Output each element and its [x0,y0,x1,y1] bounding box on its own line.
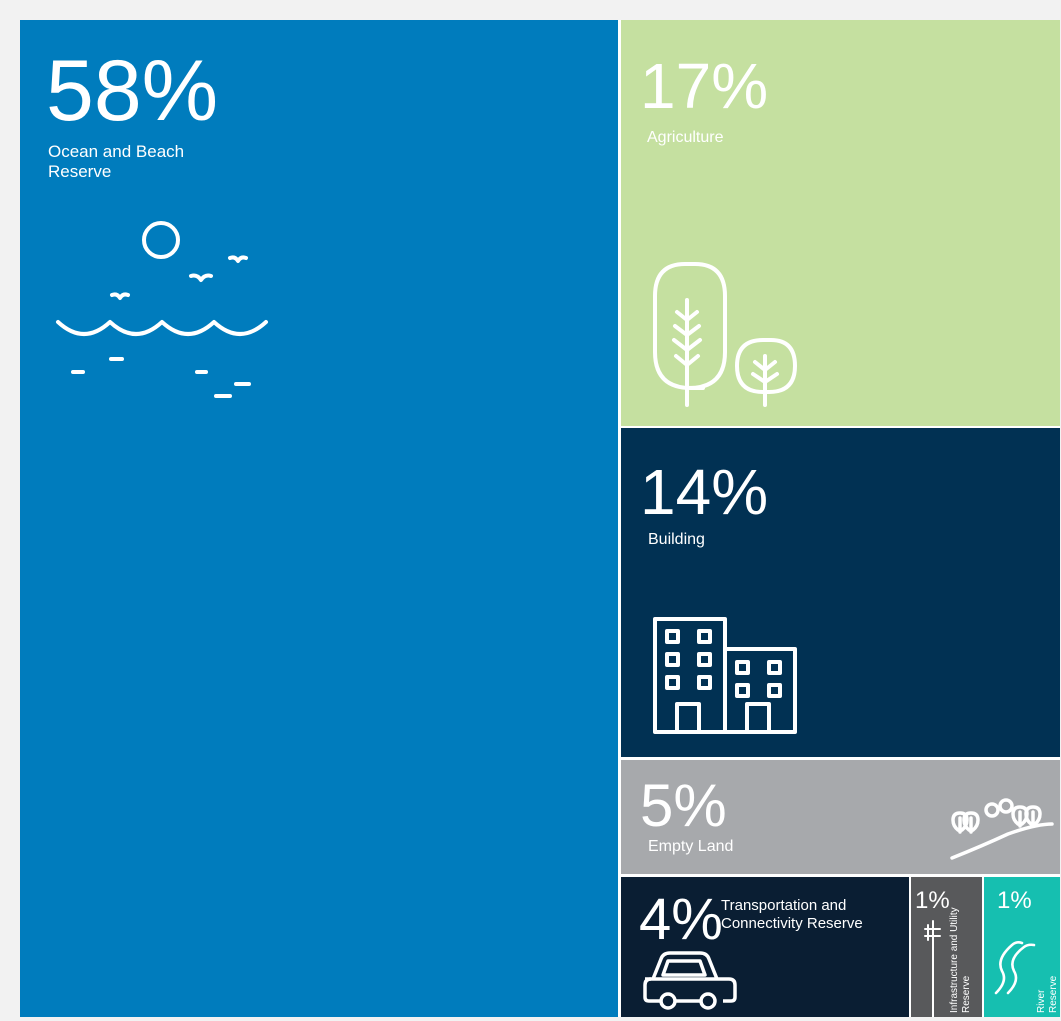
building-icon [653,617,797,734]
ocean-percent: 58% [46,43,219,139]
tile-building: 14% Building [621,428,1060,757]
hill-trees-icon [950,798,1054,860]
ocean-waves-icon [56,221,268,398]
building-percent: 14% [640,456,769,528]
infra-percent: 1% [915,887,950,914]
agriculture-label: Agriculture [647,129,724,146]
tile-infrastructure-and-utility-reserve: 1% Infrastructure and Utility Reserve [911,877,982,1017]
tile-agriculture: 17% Agriculture [621,20,1060,426]
tile-transportation-and-connectivity-reserve: 4% Transportation and Connectivity Reser… [621,877,909,1017]
car-icon [643,951,737,1010]
building-label: Building [648,531,705,548]
river-icon [994,941,1036,995]
transport-percent: 4% [639,887,723,952]
ocean-label: Ocean and Beach Reserve [48,142,185,182]
infra-label: Infrastructure and Utility Reserve [949,907,972,1013]
tile-river-reserve: 1% River Reserve [984,877,1060,1017]
empty-land-label: Empty Land [648,838,734,855]
river-percent: 1% [997,887,1032,914]
utility-pole-icon [924,920,941,1017]
tile-ocean-and-beach-reserve: 58% Ocean and Beach Reserve [20,20,618,1017]
empty-land-percent: 5% [640,772,727,839]
transport-label: Transportation and Connectivity Reserve [721,897,863,932]
trees-icon [653,262,797,407]
tile-empty-land: 5% Empty Land [621,760,1060,874]
treemap-chart: 58% Ocean and Beach Reserve 17% Agricult… [20,20,1060,1017]
river-label: River Reserve [1036,975,1059,1013]
agriculture-percent: 17% [640,50,769,122]
